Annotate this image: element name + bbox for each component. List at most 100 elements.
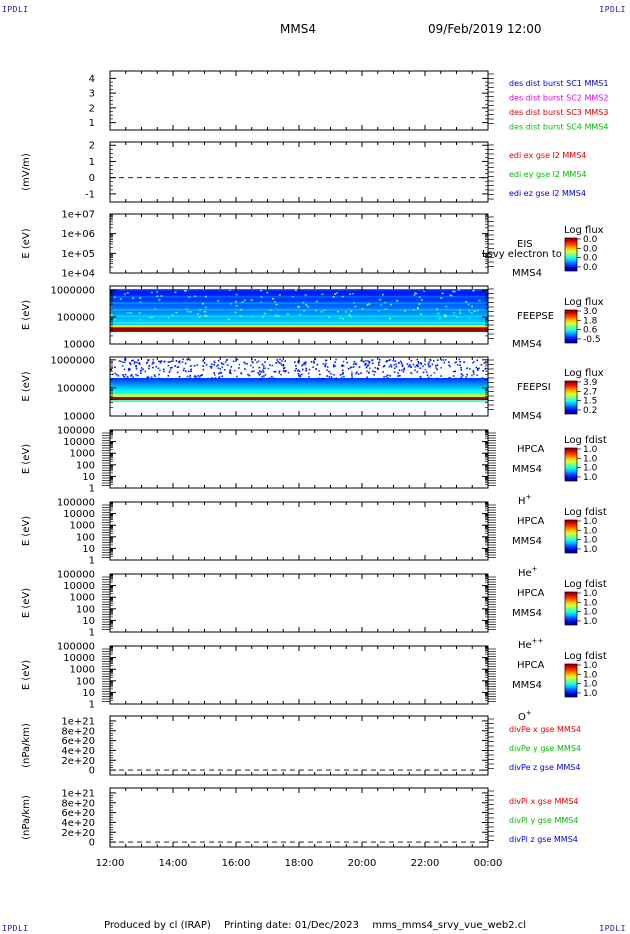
colorbar-title: Log fdist [564,579,607,590]
y-tick-label: 10000 [63,509,95,520]
panel-frame [109,213,489,274]
spectrogram-pixel [482,369,485,372]
y-tick-label: 1e+04 [61,269,95,280]
overlay-label: Lsvy electron to [482,249,562,260]
spectrogram-pixel [163,360,166,363]
spectrogram-pixel [307,305,310,308]
spectrogram-pixel [269,309,272,311]
spectrogram-pixel [471,305,474,308]
legend-entry: des dist burst SC4 MMS4 [509,123,608,132]
spectrogram-pixel [454,370,457,373]
spectrogram-pixel [182,369,185,372]
spectrogram-pixel [438,317,441,320]
spectrogram-pixel [278,370,281,373]
spectrogram-pixel [158,299,161,301]
spectrogram-pixel [152,358,155,361]
panel-frame [109,787,489,848]
y-tick-label: 1 [89,700,95,711]
spectrogram-pixel [114,372,117,375]
spectrogram-pixel [114,318,117,321]
spectrogram-pixel [202,365,205,367]
spectrogram-pixel [251,315,254,318]
colorbar-tick-label: 1.0 [583,545,598,555]
spectrogram-pixel [403,310,406,312]
spectrogram-pixel [354,305,357,308]
spectrogram-pixel [370,315,373,318]
spectrogram-pixel [414,369,416,372]
spectrogram-pixel [132,297,135,299]
spectrogram-pixel [334,293,337,295]
spectrogram-pixel [435,367,437,369]
spectrogram-pixel [367,360,369,362]
spectrogram-pixel [178,362,181,364]
spectrogram-pixel [201,302,204,305]
spectrogram-pixel [403,367,406,370]
spectrogram-row [110,313,488,316]
spectrogram-pixel [278,362,281,364]
spectrogram-pixel [163,370,165,373]
spectrogram-pixel [130,375,132,377]
datetime-title: 09/Feb/2019 12:00 [428,22,542,36]
spectrogram-pixel [221,366,224,368]
spectrogram-pixel [132,376,134,378]
spectrogram-pixel [312,366,314,368]
spectrogram-pixel [406,363,409,365]
spectrogram-pixel [458,289,461,291]
colorbar-tick-label: 1.8 [583,316,598,326]
spectrogram-pixel [476,359,479,362]
colorbar-title: Log flux [564,297,604,308]
spectrogram-pixel [454,361,457,364]
colorbar-tick-label: 3.0 [583,307,598,317]
spectrogram-pixel [460,373,463,375]
y-tick-label: 4e+20 [61,818,95,829]
spectrogram-pixel [455,361,458,363]
colorbar-title: Log fdist [564,507,607,518]
spectrogram-pixel [473,360,475,363]
y-tick-label: 2e+20 [61,756,95,767]
spectrogram-pixel [159,361,162,364]
spectrogram-pixel [294,289,297,291]
corner-label-top-right: IPDLI [599,5,626,14]
spectrogram-pixel [384,301,387,304]
spectrogram-pixel [360,359,362,362]
spectrogram-pixel [301,368,304,371]
spectrogram-pixel [236,358,239,361]
spectrogram-pixel [361,308,364,310]
spectrogram-pixel [343,375,345,378]
spectrogram-pixel [213,363,215,366]
spectrogram-pixel [184,290,187,292]
spectrogram-pixel [429,365,431,368]
spectrogram-pixel [341,295,344,298]
y-tick-label: 10 [82,544,95,555]
spectrogram-pixel [266,291,269,294]
spectrogram-pixel [440,375,443,377]
spectrogram-pixel [199,315,202,318]
spectrogram-pixel [316,363,319,366]
spectrogram-pixel [300,373,303,376]
spectrogram-pixel [315,368,317,370]
spectrogram-pixel [303,362,306,365]
spectrogram-pixel [128,362,131,364]
spectrogram-row [110,322,488,325]
y-tick-label: 2e+20 [61,828,95,839]
colorbar-tick-label: 0.0 [583,235,598,245]
spectrogram-pixel [272,377,275,379]
spectrogram-pixel [113,296,116,299]
spectrogram-pixel [122,361,124,363]
colorbar [564,309,578,344]
spectrogram-pixel [241,301,244,303]
colorbar-tick-label: 1.0 [583,473,598,483]
spectrogram-pixel [230,366,233,368]
spectrogram-pixel [465,376,468,378]
spectrogram-pixel [366,376,368,379]
spectrogram-row [110,320,488,323]
spectrogram-pixel [324,365,327,368]
spectrogram-pixel [328,370,331,373]
spectrogram-pixel [326,366,329,368]
spectrogram-pixel [314,358,317,361]
spectrogram-pixel [187,370,190,373]
y-tick-label: 1000 [70,449,95,460]
colorbar [564,663,578,698]
spectrogram-pixel [176,371,179,374]
